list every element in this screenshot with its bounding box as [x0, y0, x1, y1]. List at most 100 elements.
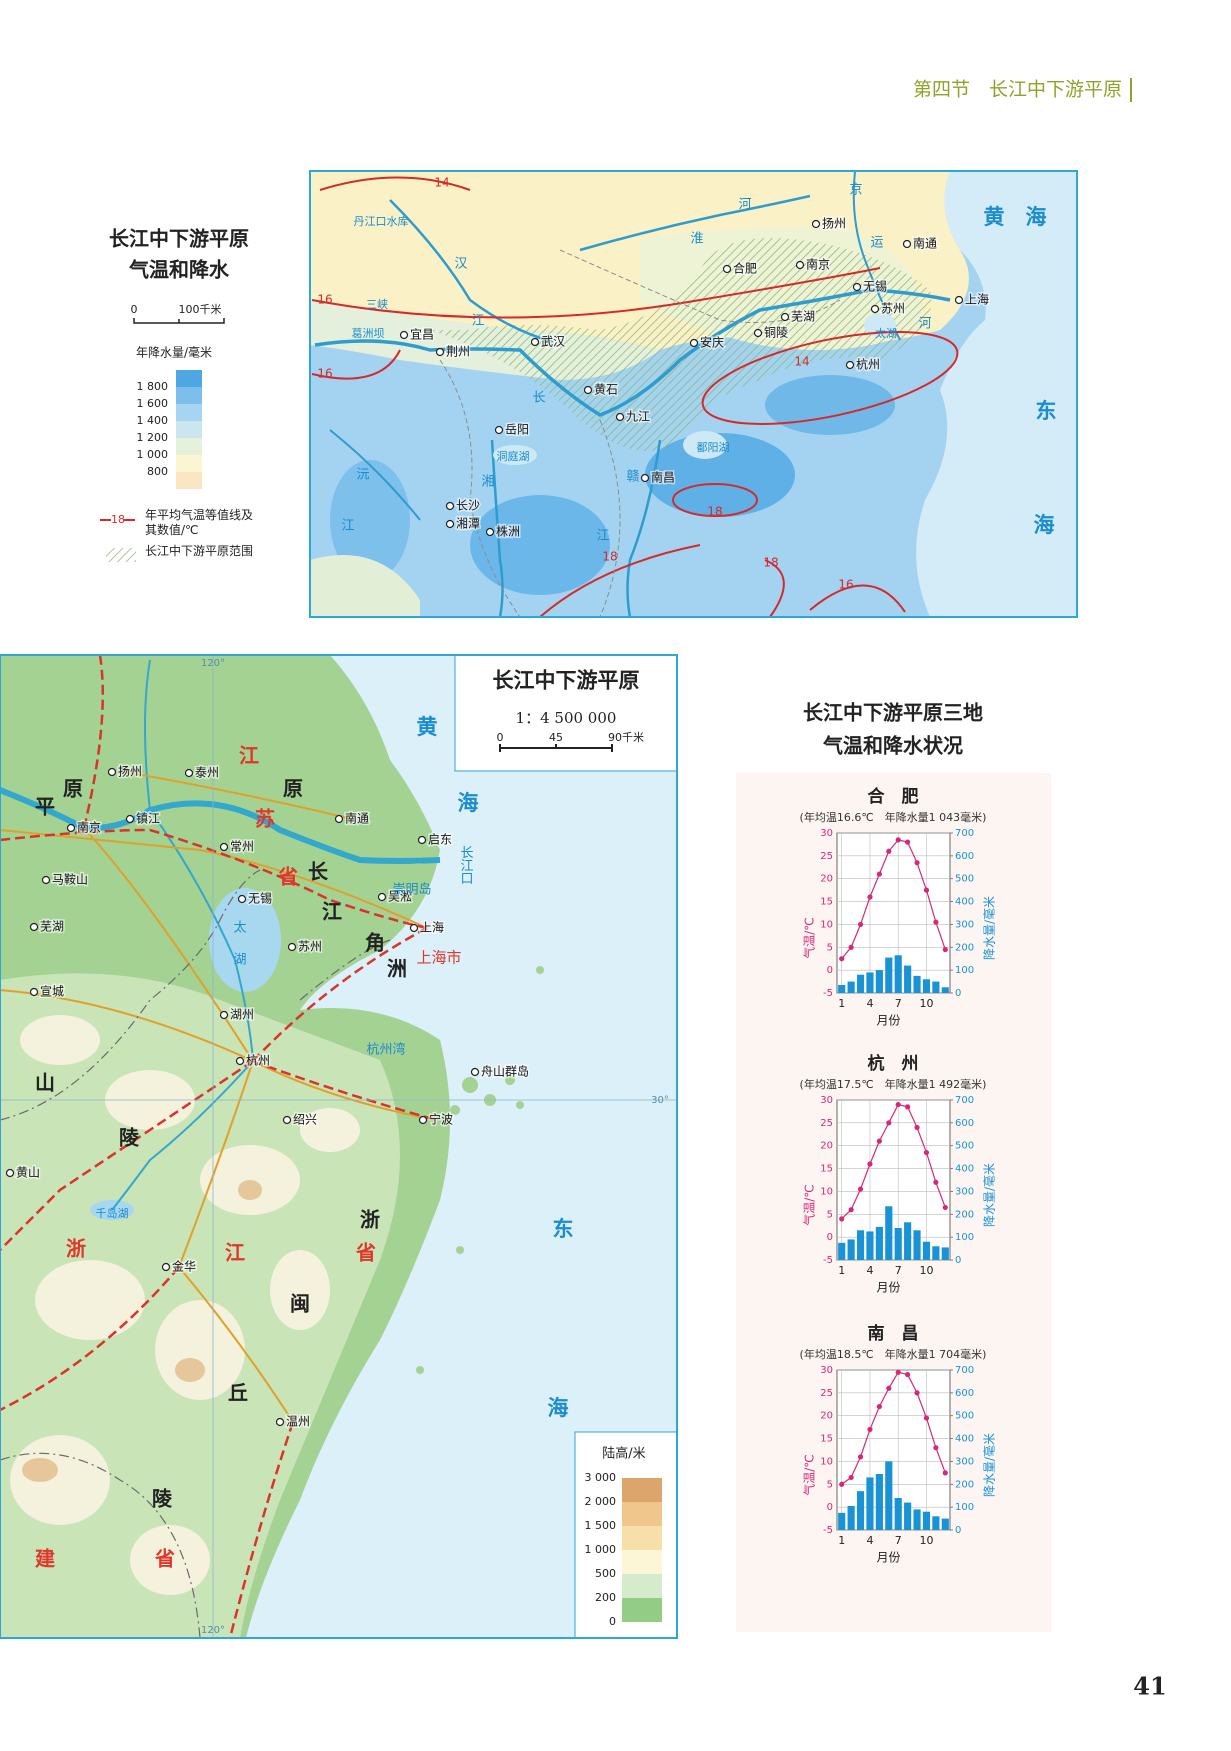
label-halo: 杭州	[246, 1053, 270, 1068]
map-label: 汉	[454, 257, 467, 272]
y2-tick-label: 400	[955, 1434, 974, 1445]
y2-tick-label: 200	[955, 1209, 974, 1220]
map-label: 16	[838, 578, 853, 592]
temp-point	[905, 1371, 911, 1378]
x-tick-label: 7	[895, 997, 902, 1010]
plot-area	[836, 832, 951, 994]
label-halo: 南京	[806, 257, 830, 272]
city-marker	[5, 1168, 15, 1178]
y2-tick-label: 600	[955, 1388, 974, 1399]
river	[314, 288, 951, 417]
map-label: 运	[870, 236, 883, 251]
precip-bar	[885, 957, 893, 993]
precip-bar	[875, 970, 883, 993]
legend-label: 2 000	[585, 1495, 617, 1508]
y-tick-label: 5	[827, 942, 833, 953]
map-label: 建	[35, 1547, 55, 1571]
city-marker	[494, 425, 504, 435]
y-tick-label: -5	[823, 988, 833, 999]
temp-line	[841, 1103, 946, 1220]
x-axis-title: 月份	[876, 1014, 900, 1028]
y2-tick-label: 300	[955, 1186, 974, 1197]
label-halo: 无锡	[248, 891, 272, 906]
y2-tick-label: 700	[955, 1365, 974, 1376]
map-label: 浙	[360, 1208, 380, 1232]
legend-title: 长江中下游平原	[109, 227, 249, 251]
map-label: 河	[738, 198, 751, 213]
map-label: 120°	[201, 1625, 225, 1636]
chart-note: (年均温18.5℃ 年降水量1 704毫米)	[800, 1347, 987, 1361]
temp-point	[914, 1390, 920, 1396]
precip-bar	[932, 981, 940, 993]
temp-point	[923, 1415, 930, 1421]
city-marker	[753, 328, 763, 338]
wet-zone	[765, 375, 895, 435]
precip-bar	[856, 1491, 865, 1530]
city-label: 南京	[806, 257, 830, 272]
label-halo: 上海	[420, 920, 444, 935]
scale-label: 45	[549, 731, 563, 744]
map-label: 江	[596, 529, 609, 544]
precip-bar	[847, 1506, 855, 1530]
city-label: 湘潭	[456, 516, 480, 531]
city-marker	[722, 264, 732, 274]
map-label: 原	[283, 777, 303, 801]
legend-swatch	[622, 1478, 662, 1502]
y-tick-label: 15	[820, 1164, 833, 1175]
legend-heading: 年降水量/毫米	[136, 345, 212, 360]
isotherm	[311, 267, 881, 319]
city-label: 宁波	[429, 1112, 453, 1127]
map-label: 长	[308, 860, 329, 884]
city-marker	[852, 282, 862, 292]
precip-bar	[885, 1461, 893, 1530]
map-title: 长江中下游平原	[493, 668, 640, 693]
city-marker	[615, 412, 625, 422]
label-halo: 杭州	[856, 357, 880, 372]
y2-tick-label: 600	[955, 851, 974, 862]
label-halo: 铜陵	[764, 325, 788, 340]
legend-swatch	[176, 387, 202, 404]
label-halo: 无锡	[863, 279, 887, 294]
temp-point	[933, 919, 939, 925]
x-tick-label: 1	[838, 1264, 845, 1277]
precip-bar	[922, 1241, 931, 1260]
river	[490, 439, 504, 617]
map-label: 三峡	[366, 297, 388, 311]
city-label: 杭州	[246, 1053, 270, 1068]
river	[329, 429, 421, 521]
x-tick-label: 4	[866, 997, 873, 1010]
precip-bar	[941, 1518, 949, 1530]
label-halo: 绍兴	[293, 1113, 317, 1127]
label-halo: 湖州	[230, 1007, 254, 1022]
label-halo: 湘潭	[456, 516, 480, 531]
header-bar	[1130, 78, 1132, 102]
temp-point	[905, 1104, 911, 1110]
map-label: 18	[707, 505, 722, 519]
plot-area	[836, 1099, 951, 1261]
y-tick-label: 10	[820, 1186, 833, 1197]
label-halo: 芜湖	[791, 309, 815, 324]
map-label: 鄱阳湖	[697, 441, 730, 454]
city-label: 扬州	[118, 764, 142, 779]
map-label: 沅	[356, 468, 369, 483]
y2-tick-label: 300	[955, 919, 974, 930]
legend-label: 1 600	[137, 397, 169, 410]
y-tick-label: -5	[823, 1525, 833, 1536]
city-marker	[377, 892, 387, 902]
y-tick-label: 0	[827, 965, 833, 976]
y-tick-label: 25	[820, 1388, 833, 1399]
label-halo: 宜昌	[410, 327, 434, 342]
y-tick-label: 10	[820, 1456, 833, 1467]
y-tick-label: 20	[820, 1411, 833, 1422]
scale-bar	[133, 318, 225, 324]
city-label: 泰州	[195, 766, 219, 780]
temp-point	[867, 1426, 873, 1433]
city-marker	[445, 501, 455, 511]
city-label: 南京	[77, 820, 101, 835]
map-label: 海	[1034, 513, 1055, 537]
label-halo: 南通	[345, 811, 369, 826]
temp-point	[942, 946, 948, 953]
city-marker	[811, 219, 821, 229]
